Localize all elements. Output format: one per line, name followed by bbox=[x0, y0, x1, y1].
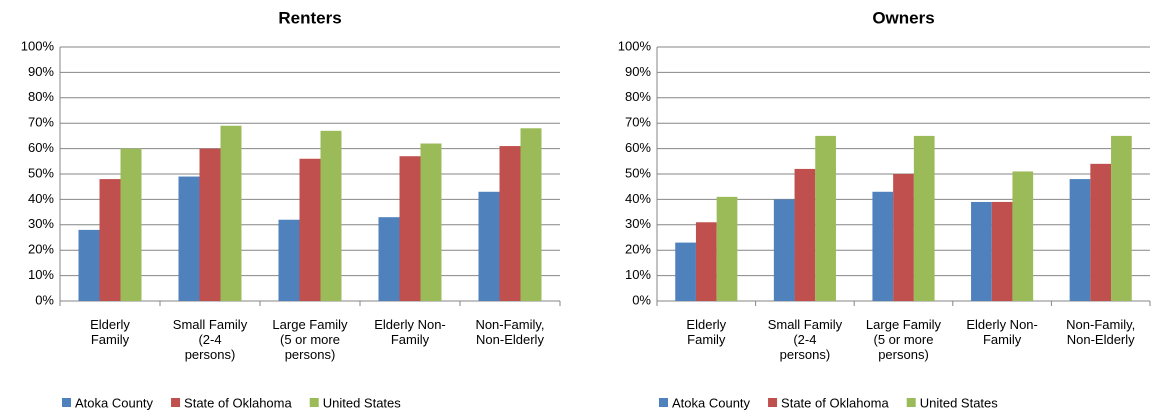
bar bbox=[278, 219, 300, 301]
bar bbox=[815, 135, 836, 301]
y-tick-label: 20% bbox=[625, 242, 651, 257]
y-tick-label: 50% bbox=[625, 165, 651, 180]
y-tick-label: 70% bbox=[625, 115, 651, 130]
bar bbox=[378, 217, 400, 301]
bar bbox=[716, 196, 738, 301]
y-tick-label: 70% bbox=[28, 115, 54, 130]
bar bbox=[1090, 163, 1112, 301]
legend-label: State of Oklahoma bbox=[781, 395, 889, 410]
bar bbox=[893, 174, 914, 301]
x-tick-label: Large Family (5 or more persons) bbox=[866, 317, 942, 362]
x-tick-label: Small Family (2-4 persons) bbox=[768, 317, 843, 362]
bar bbox=[1069, 179, 1091, 301]
bar bbox=[320, 130, 342, 301]
legend-label: Atoka County bbox=[75, 395, 154, 410]
bar bbox=[78, 229, 100, 301]
legend-label: United States bbox=[323, 395, 402, 410]
bar bbox=[1012, 171, 1034, 301]
bar bbox=[420, 143, 442, 301]
bar bbox=[299, 158, 321, 301]
legend-swatch bbox=[171, 398, 181, 407]
x-tick-label: Elderly Family bbox=[90, 317, 130, 347]
bar bbox=[913, 135, 935, 301]
legend-swatch bbox=[768, 398, 778, 407]
bar bbox=[199, 148, 221, 301]
bar bbox=[675, 242, 696, 301]
y-tick-label: 90% bbox=[28, 64, 54, 79]
y-tick-label: 10% bbox=[625, 267, 651, 282]
x-tick-label: Small Family (2-4 persons) bbox=[173, 317, 248, 362]
legend-swatch bbox=[906, 398, 916, 407]
x-tick-label: Elderly Non-Family bbox=[374, 317, 446, 347]
y-tick-label: 30% bbox=[28, 216, 54, 231]
legend-swatch bbox=[659, 398, 668, 407]
y-tick-label: 100% bbox=[618, 38, 652, 53]
bar bbox=[478, 191, 500, 301]
bar bbox=[520, 128, 542, 301]
legend-label: State of Oklahoma bbox=[184, 395, 292, 410]
bar bbox=[399, 156, 421, 301]
y-tick-label: 0% bbox=[632, 292, 651, 307]
y-tick-label: 40% bbox=[28, 191, 54, 206]
legend-label: Atoka County bbox=[672, 395, 751, 410]
y-tick-label: 30% bbox=[625, 216, 651, 231]
bar bbox=[695, 222, 717, 301]
legend-label: United States bbox=[920, 395, 999, 410]
bar bbox=[99, 179, 121, 301]
y-tick-label: 10% bbox=[28, 267, 54, 282]
bar bbox=[794, 168, 816, 301]
y-tick-label: 100% bbox=[21, 38, 55, 53]
bar bbox=[773, 199, 795, 301]
y-tick-label: 60% bbox=[28, 140, 54, 155]
y-tick-label: 80% bbox=[28, 89, 54, 104]
y-tick-label: 0% bbox=[35, 292, 54, 307]
chart-title: Owners bbox=[872, 8, 934, 27]
y-tick-label: 50% bbox=[28, 165, 54, 180]
bar bbox=[872, 191, 894, 301]
chart-title: Renters bbox=[278, 8, 341, 27]
y-tick-label: 20% bbox=[28, 242, 54, 257]
bar bbox=[499, 146, 521, 301]
x-tick-label: Non-Family, Non-Elderly bbox=[1066, 317, 1135, 347]
y-tick-label: 80% bbox=[625, 89, 651, 104]
y-tick-label: 40% bbox=[625, 191, 651, 206]
bar bbox=[971, 201, 992, 301]
legend-swatch bbox=[309, 398, 319, 407]
legend-swatch bbox=[62, 398, 71, 407]
x-tick-label: Elderly Family bbox=[686, 317, 726, 347]
y-tick-label: 90% bbox=[625, 64, 651, 79]
bar bbox=[178, 176, 200, 301]
x-tick-label: Large Family (5 or more persons) bbox=[272, 317, 348, 362]
y-tick-label: 60% bbox=[625, 140, 651, 155]
bar bbox=[120, 148, 142, 301]
x-tick-label: Non-Family, Non-Elderly bbox=[475, 317, 544, 347]
bar bbox=[220, 125, 242, 302]
bar bbox=[991, 201, 1013, 301]
bar bbox=[1111, 135, 1132, 301]
x-tick-label: Elderly Non-Family bbox=[966, 317, 1038, 347]
